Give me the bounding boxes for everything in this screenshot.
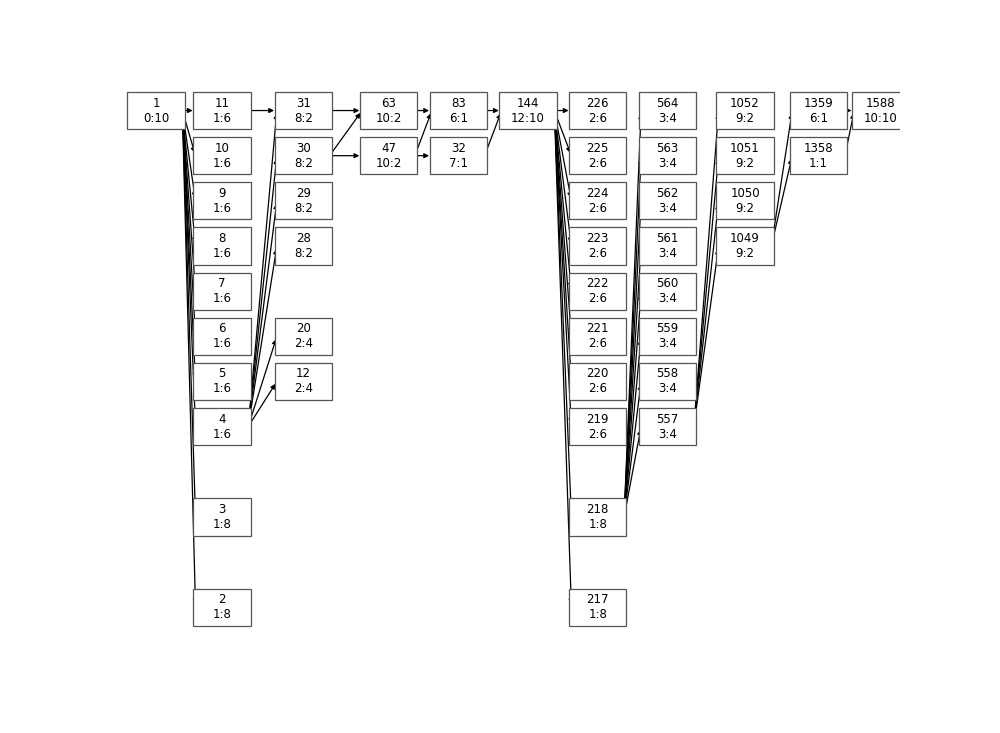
FancyBboxPatch shape <box>127 92 185 129</box>
Text: 6
1:6: 6 1:6 <box>212 323 231 350</box>
Text: 1050
9:2: 1050 9:2 <box>730 187 760 215</box>
Text: 225
2:6: 225 2:6 <box>587 141 609 169</box>
Text: 31
8:2: 31 8:2 <box>294 97 313 125</box>
FancyBboxPatch shape <box>639 227 696 265</box>
Text: 222
2:6: 222 2:6 <box>586 277 609 305</box>
Text: 47
10:2: 47 10:2 <box>375 141 402 169</box>
FancyBboxPatch shape <box>193 183 251 219</box>
FancyBboxPatch shape <box>639 92 696 129</box>
FancyBboxPatch shape <box>569 363 626 400</box>
Text: 9
1:6: 9 1:6 <box>212 187 231 215</box>
FancyBboxPatch shape <box>499 92 557 129</box>
Text: 20
2:4: 20 2:4 <box>294 323 313 350</box>
FancyBboxPatch shape <box>193 137 251 174</box>
FancyBboxPatch shape <box>430 92 487 129</box>
Text: 223
2:6: 223 2:6 <box>587 232 609 260</box>
FancyBboxPatch shape <box>639 363 696 400</box>
Text: 28
8:2: 28 8:2 <box>294 232 313 260</box>
Text: 559
3:4: 559 3:4 <box>656 323 679 350</box>
Text: 1052
9:2: 1052 9:2 <box>730 97 760 125</box>
Text: 144
12:10: 144 12:10 <box>511 97 545 125</box>
FancyBboxPatch shape <box>569 273 626 310</box>
FancyBboxPatch shape <box>193 273 251 310</box>
FancyBboxPatch shape <box>193 317 251 355</box>
FancyBboxPatch shape <box>569 227 626 265</box>
Text: 2
1:8: 2 1:8 <box>212 593 231 621</box>
Text: 561
3:4: 561 3:4 <box>656 232 679 260</box>
Text: 562
3:4: 562 3:4 <box>656 187 679 215</box>
Text: 220
2:6: 220 2:6 <box>587 367 609 395</box>
FancyBboxPatch shape <box>639 137 696 174</box>
Text: 7
1:6: 7 1:6 <box>212 277 231 305</box>
Text: 560
3:4: 560 3:4 <box>656 277 679 305</box>
Text: 1049
9:2: 1049 9:2 <box>730 232 760 260</box>
Text: 563
3:4: 563 3:4 <box>656 141 679 169</box>
FancyBboxPatch shape <box>716 183 774 219</box>
FancyBboxPatch shape <box>275 317 332 355</box>
Text: 10
1:6: 10 1:6 <box>212 141 231 169</box>
Text: 29
8:2: 29 8:2 <box>294 187 313 215</box>
Text: 12
2:4: 12 2:4 <box>294 367 313 395</box>
Text: 8
1:6: 8 1:6 <box>212 232 231 260</box>
FancyBboxPatch shape <box>569 137 626 174</box>
Text: 221
2:6: 221 2:6 <box>586 323 609 350</box>
FancyBboxPatch shape <box>193 227 251 265</box>
FancyBboxPatch shape <box>639 183 696 219</box>
FancyBboxPatch shape <box>275 183 332 219</box>
Text: 1588
10:10: 1588 10:10 <box>864 97 898 125</box>
Text: 1051
9:2: 1051 9:2 <box>730 141 760 169</box>
Text: 32
7:1: 32 7:1 <box>449 141 468 169</box>
FancyBboxPatch shape <box>275 137 332 174</box>
FancyBboxPatch shape <box>790 92 847 129</box>
Text: 1
0:10: 1 0:10 <box>143 97 169 125</box>
FancyBboxPatch shape <box>639 408 696 445</box>
FancyBboxPatch shape <box>275 227 332 265</box>
Text: 217
1:8: 217 1:8 <box>586 593 609 621</box>
Text: 558
3:4: 558 3:4 <box>656 367 679 395</box>
FancyBboxPatch shape <box>360 137 417 174</box>
Text: 3
1:8: 3 1:8 <box>212 503 231 531</box>
Text: 1358
1:1: 1358 1:1 <box>804 141 833 169</box>
Text: 218
1:8: 218 1:8 <box>587 503 609 531</box>
FancyBboxPatch shape <box>569 183 626 219</box>
Text: 1359
6:1: 1359 6:1 <box>804 97 834 125</box>
FancyBboxPatch shape <box>790 137 847 174</box>
Text: 63
10:2: 63 10:2 <box>375 97 402 125</box>
FancyBboxPatch shape <box>569 408 626 445</box>
FancyBboxPatch shape <box>193 498 251 536</box>
FancyBboxPatch shape <box>639 317 696 355</box>
FancyBboxPatch shape <box>852 92 909 129</box>
FancyBboxPatch shape <box>569 92 626 129</box>
FancyBboxPatch shape <box>716 137 774 174</box>
FancyBboxPatch shape <box>275 92 332 129</box>
FancyBboxPatch shape <box>430 137 487 174</box>
FancyBboxPatch shape <box>193 589 251 626</box>
FancyBboxPatch shape <box>569 498 626 536</box>
FancyBboxPatch shape <box>360 92 417 129</box>
Text: 557
3:4: 557 3:4 <box>656 413 679 441</box>
FancyBboxPatch shape <box>193 92 251 129</box>
Text: 226
2:6: 226 2:6 <box>586 97 609 125</box>
Text: 11
1:6: 11 1:6 <box>212 97 231 125</box>
FancyBboxPatch shape <box>193 408 251 445</box>
FancyBboxPatch shape <box>193 363 251 400</box>
Text: 219
2:6: 219 2:6 <box>586 413 609 441</box>
Text: 4
1:6: 4 1:6 <box>212 413 231 441</box>
FancyBboxPatch shape <box>716 227 774 265</box>
Text: 30
8:2: 30 8:2 <box>294 141 313 169</box>
Text: 83
6:1: 83 6:1 <box>449 97 468 125</box>
FancyBboxPatch shape <box>569 589 626 626</box>
Text: 5
1:6: 5 1:6 <box>212 367 231 395</box>
FancyBboxPatch shape <box>569 317 626 355</box>
Text: 224
2:6: 224 2:6 <box>586 187 609 215</box>
Text: 564
3:4: 564 3:4 <box>656 97 679 125</box>
FancyBboxPatch shape <box>275 363 332 400</box>
FancyBboxPatch shape <box>716 92 774 129</box>
FancyBboxPatch shape <box>639 273 696 310</box>
